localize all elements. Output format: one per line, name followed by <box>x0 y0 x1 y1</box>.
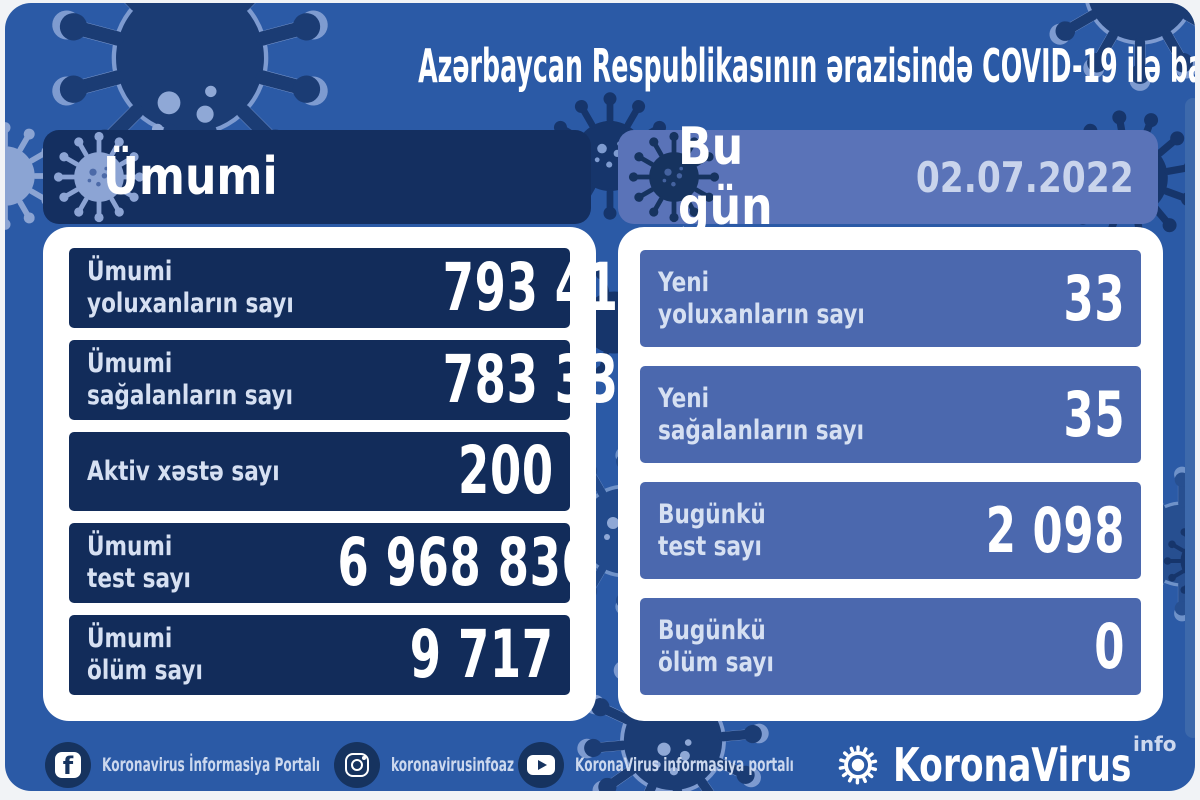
page-title-text: Azərbaycan Respublikasının ərazisində CO… <box>418 39 1195 93</box>
stat-label: Ümumi test sayı <box>87 531 191 595</box>
stat-row-total-tests: Ümumi test sayı 6 968 836 <box>69 523 593 604</box>
stat-row-total-infected: Ümumi yoluxanların sayı 793 416 <box>69 248 650 328</box>
infographic-canvas: Azərbaycan Respublikasının ərazisində CO… <box>5 3 1195 791</box>
logo-info-suffix: info <box>1133 732 1177 756</box>
today-header-label: Bu gün <box>678 117 773 237</box>
youtube-label: KoronaVirus informasiya portalı <box>575 754 794 776</box>
page-title: Azərbaycan Respublikasının ərazisində CO… <box>5 39 1195 93</box>
stat-label: Yeni yoluxanların sayı <box>658 266 865 330</box>
stat-label: Ümumi yoluxanların sayı <box>87 256 294 319</box>
stat-label: Yeni sağalanların sayı <box>658 382 865 446</box>
stat-value: 2 098 <box>985 493 1125 567</box>
youtube-icon <box>518 742 564 788</box>
virus-logo-icon <box>838 745 878 785</box>
instagram-label: koronavirusinfoaz <box>391 754 515 776</box>
stat-row-total-deaths: Ümumi ölüm sayı 9 717 <box>69 615 570 695</box>
totals-panel: Ümumi yoluxanların sayı 793 416 Ümumi sa… <box>43 227 650 721</box>
facebook-label: Koronavirus İnformasiya Portalı <box>102 754 321 776</box>
instagram-link[interactable]: koronavirusinfoaz <box>334 740 583 790</box>
stat-row-new-recovered: Yeni sağalanların sayı 35 <box>640 366 1141 463</box>
today-header: Bu gün 02.07.2022 <box>618 117 1158 237</box>
stat-row-active-cases: Aktiv xəstə sayı 200 <box>69 431 570 512</box>
stat-label: Ümumi ölüm sayı <box>87 623 203 687</box>
stat-row-today-tests: Bugünkü test sayı 2 098 <box>640 482 1141 579</box>
stat-value: 33 <box>1063 261 1125 335</box>
instagram-icon <box>334 742 380 788</box>
stat-value: 9 717 <box>410 616 554 694</box>
stat-value: 35 <box>1063 377 1125 451</box>
stat-label: Bugünkü test sayı <box>658 498 766 562</box>
logo-text: KoronaVirus <box>893 738 1132 791</box>
stat-label: Ümumi sağalanların sayı <box>87 347 294 411</box>
totals-header: Ümumi <box>43 130 591 224</box>
stat-row-new-infected: Yeni yoluxanların sayı 33 <box>640 250 1141 347</box>
virus-decoration <box>1185 98 1195 738</box>
stat-row-today-deaths: Bugünkü ölüm sayı 0 <box>640 598 1141 695</box>
today-panel: Yeni yoluxanların sayı 33 Yeni sağalanla… <box>618 227 1163 721</box>
stat-value: 6 968 836 <box>337 524 594 602</box>
stat-label: Aktiv xəstə sayı <box>87 455 280 487</box>
totals-header-label: Ümumi <box>103 147 278 207</box>
report-date: 02.07.2022 <box>916 152 1134 202</box>
stat-value: 0 <box>1094 609 1125 683</box>
stat-row-total-recovered: Ümumi sağalanların sayı 783 333 <box>69 339 649 420</box>
facebook-link[interactable]: f Koronavirus İnformasiya Portalı <box>45 740 443 790</box>
facebook-icon: f <box>45 742 91 788</box>
stat-value: 200 <box>458 432 554 510</box>
stat-label: Bugünkü ölüm sayı <box>658 614 774 678</box>
